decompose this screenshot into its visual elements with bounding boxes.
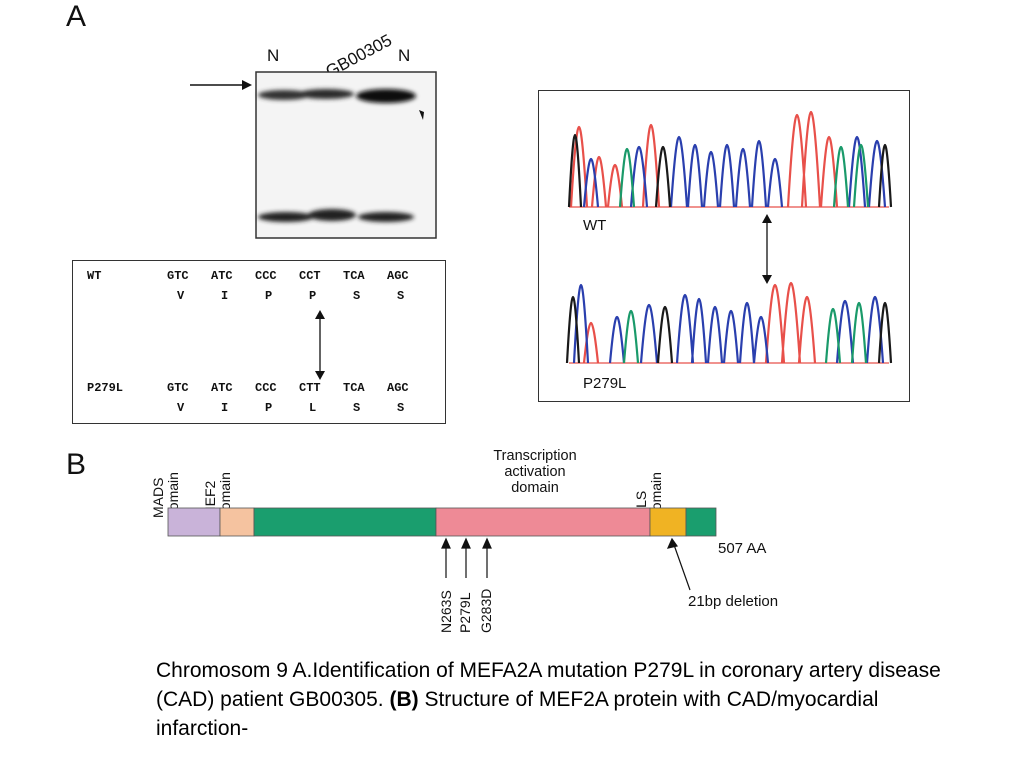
wt-trace-red: [569, 110, 839, 208]
mut-aa-row: V I P L S S: [177, 401, 441, 415]
mut-seq-label: P279L: [87, 381, 124, 395]
wt-codon: CCT: [299, 269, 321, 283]
wt-codon: TCA: [343, 269, 365, 283]
mut-codon-row: GTC ATC CCC CTT TCA AGC: [167, 381, 431, 395]
mut-trace-green: [622, 301, 868, 364]
mut-codon: CTT: [299, 381, 321, 395]
c-term-segment: [685, 507, 717, 537]
wt-aa-row: V I P P S S: [177, 289, 441, 303]
wt-codon: GTC: [167, 269, 189, 283]
wt-aa: V: [177, 289, 185, 303]
chromatogram-box: WT P279L: [538, 90, 910, 402]
sequence-box: WT GTC ATC CCC CCT TCA AGC V I P P S S P…: [72, 260, 446, 424]
wt-codon: CCC: [255, 269, 277, 283]
chromatogram-double-arrow: [762, 214, 772, 284]
wt-seq-label: WT: [87, 269, 102, 283]
chromatogram-traces: [565, 110, 893, 364]
wt-aa: S: [397, 289, 405, 303]
nls-domain-segment: [649, 507, 687, 537]
wt-trace-green: [618, 143, 870, 208]
mut-aa: L: [309, 401, 317, 415]
tad-domain-label: Transcription activation domain: [493, 448, 577, 496]
wt-codon: ATC: [211, 269, 233, 283]
chromatogram-wt-label: WT: [583, 217, 607, 234]
wt-trace-black: [567, 133, 893, 208]
wt-codon-row: GTC ATC CCC CCT TCA AGC: [167, 269, 431, 283]
caption-part-2: Structure of MEF2A protein with CAD/myoc…: [156, 688, 879, 740]
mads-domain-segment: [167, 507, 221, 537]
gel-arrow-head: [242, 80, 252, 90]
mef2-domain-segment: [219, 507, 255, 537]
tad-domain-segment: [435, 507, 651, 537]
sequence-double-arrow: [315, 310, 325, 380]
gel-image: [190, 71, 437, 239]
caption-part-1: Chromosom 9 A.Identification of MEFA2A m…: [156, 659, 941, 711]
linker-segment: [253, 507, 437, 537]
mut-trace-blue: [572, 283, 885, 364]
wt-aa: S: [353, 289, 361, 303]
mut-aa: P: [265, 401, 273, 415]
figure-caption: Chromosom 9 A.Identification of MEFA2A m…: [156, 656, 976, 743]
mut-codon: ATC: [211, 381, 233, 395]
chromatogram-mut-label: P279L: [583, 375, 627, 392]
mut-codon: TCA: [343, 381, 365, 395]
gel-bands: [258, 89, 416, 222]
protein-bar: [167, 507, 717, 591]
wt-trace-blue: [582, 135, 887, 208]
gel-lane-label-1: N: [267, 46, 280, 65]
wt-codon: AGC: [387, 269, 409, 283]
gel-artifact: [419, 110, 424, 120]
wt-aa: P: [309, 289, 317, 303]
panel-b-label: B: [66, 448, 87, 481]
mut-aa: V: [177, 401, 185, 415]
mutation-label-p279l: P279L: [457, 592, 473, 633]
panel-a-label: A: [66, 0, 87, 33]
mut-trace-black: [565, 295, 893, 364]
wt-aa: I: [221, 289, 229, 303]
gel-lane-label-3: N: [398, 46, 411, 65]
mut-codon: GTC: [167, 381, 189, 395]
caption-bold: (B): [389, 688, 419, 711]
wt-aa: P: [265, 289, 273, 303]
protein-length-label: 507 AA: [718, 540, 767, 557]
mutation-label-n263s: N263S: [438, 590, 454, 633]
mut-aa: I: [221, 401, 229, 415]
mutation-arrows: [441, 537, 691, 591]
mut-codon: CCC: [255, 381, 277, 395]
mut-aa: S: [353, 401, 361, 415]
mut-aa: S: [397, 401, 405, 415]
mutation-label-g283d: G283D: [478, 588, 494, 633]
mut-codon: AGC: [387, 381, 409, 395]
deletion-label: 21bp deletion: [688, 593, 779, 610]
mut-trace-red: [582, 281, 817, 364]
